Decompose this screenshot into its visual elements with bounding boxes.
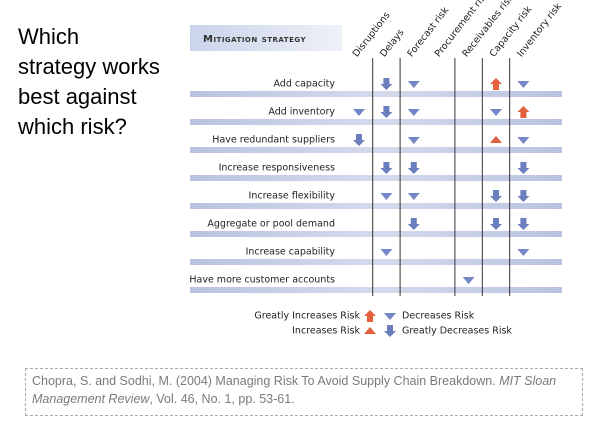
symbol: [407, 162, 420, 174]
column-header: Delays: [378, 27, 407, 59]
row-label: Aggregate or pool demand: [207, 219, 335, 230]
decreases-triangle: [517, 137, 530, 144]
symbol: [517, 81, 530, 88]
greatly-increases-arrow: [364, 310, 376, 322]
symbol: [380, 193, 393, 200]
symbol: [380, 249, 393, 256]
symbol: [364, 310, 376, 322]
decreases-triangle: [490, 109, 502, 116]
title-line: best against: [18, 84, 137, 109]
greatly-increases-arrow: [517, 106, 530, 118]
symbol: [353, 134, 365, 146]
row-stripe: [190, 91, 562, 97]
symbol: [517, 249, 530, 256]
row-label: Increase responsiveness: [219, 163, 335, 174]
decreases-triangle: [462, 277, 475, 284]
row-label: Add inventory: [268, 107, 335, 118]
decreases-triangle: [407, 137, 420, 144]
symbol: [380, 162, 393, 174]
decreases-triangle: [407, 81, 420, 88]
slide-title: Which strategy works best against which …: [18, 22, 160, 142]
decreases-triangle: [353, 109, 365, 116]
legend-label: Greatly Decreases Risk: [402, 326, 512, 337]
symbol: [407, 109, 420, 116]
increases-triangle: [490, 136, 502, 143]
symbol: [407, 137, 420, 144]
symbol: [380, 106, 393, 118]
decreases-triangle: [380, 249, 393, 256]
symbol: [407, 81, 420, 88]
legend-label: Greatly Increases Risk: [254, 311, 360, 322]
header: Mitigation strategy: [203, 34, 306, 45]
citation-details: , Vol. 46, No. 1, pp. 53-61.: [149, 392, 295, 406]
greatly-decreases-arrow: [384, 325, 396, 337]
greatly-decreases-arrow: [407, 218, 420, 230]
matrix: Mitigation strategy DisruptionsDelaysFor…: [189, 0, 564, 337]
greatly-decreases-arrow: [353, 134, 365, 146]
symbol: [517, 137, 530, 144]
symbol: [384, 313, 396, 320]
legend-label: Increases Risk: [292, 326, 360, 337]
row-stripe: [190, 287, 562, 293]
greatly-decreases-arrow: [490, 218, 502, 230]
decreases-triangle: [407, 109, 420, 116]
title-line: strategy works: [18, 54, 160, 79]
symbol: [384, 325, 396, 337]
symbol: [490, 190, 502, 202]
decreases-triangle: [407, 193, 420, 200]
greatly-increases-arrow: [490, 78, 502, 90]
greatly-decreases-arrow: [517, 162, 530, 174]
row-stripe: [190, 147, 562, 153]
decreases-triangle: [517, 81, 530, 88]
greatly-decreases-arrow: [380, 162, 393, 174]
row-label: Increase capability: [246, 247, 336, 258]
greatly-decreases-arrow: [517, 218, 530, 230]
legend-label: Decreases Risk: [402, 311, 475, 322]
symbol: [462, 277, 475, 284]
symbol: [517, 218, 530, 230]
row-label: Add capacity: [273, 79, 335, 90]
title-line: Which: [18, 24, 80, 49]
row-label: Increase flexibility: [249, 191, 336, 202]
increases-triangle: [364, 327, 376, 334]
symbol: [407, 193, 420, 200]
symbol: [517, 162, 530, 174]
symbol: [490, 218, 502, 230]
greatly-decreases-arrow: [380, 106, 393, 118]
symbol: [490, 78, 502, 90]
row-stripe: [190, 231, 562, 237]
greatly-decreases-arrow: [380, 78, 393, 90]
citation: Chopra, S. and Sodhi, M. (2004) Managing…: [25, 368, 583, 416]
decreases-triangle: [517, 249, 530, 256]
symbol: [364, 327, 376, 334]
row-stripe: [190, 119, 562, 125]
symbol: [380, 78, 393, 90]
header-box: [190, 25, 342, 51]
citation-text: Chopra, S. and Sodhi, M. (2004) Managing…: [32, 374, 500, 388]
row-stripe: [190, 203, 562, 209]
citation-journal: MIT Sloan Management Review: [32, 374, 557, 406]
title-line: which risk?: [18, 114, 127, 139]
decreases-triangle: [380, 193, 393, 200]
greatly-decreases-arrow: [407, 162, 420, 174]
decreases-triangle: [384, 313, 396, 320]
symbol: [407, 218, 420, 230]
greatly-decreases-arrow: [490, 190, 502, 202]
row-stripe: [190, 175, 562, 181]
symbol: [353, 109, 365, 116]
symbol: [490, 136, 502, 143]
row-label: Have more customer accounts: [189, 275, 335, 286]
symbol: [490, 109, 502, 116]
symbol: [517, 106, 530, 118]
symbol: [517, 190, 530, 202]
greatly-decreases-arrow: [517, 190, 530, 202]
row-stripe: [190, 259, 562, 265]
row-label: Have redundant suppliers: [212, 135, 335, 146]
